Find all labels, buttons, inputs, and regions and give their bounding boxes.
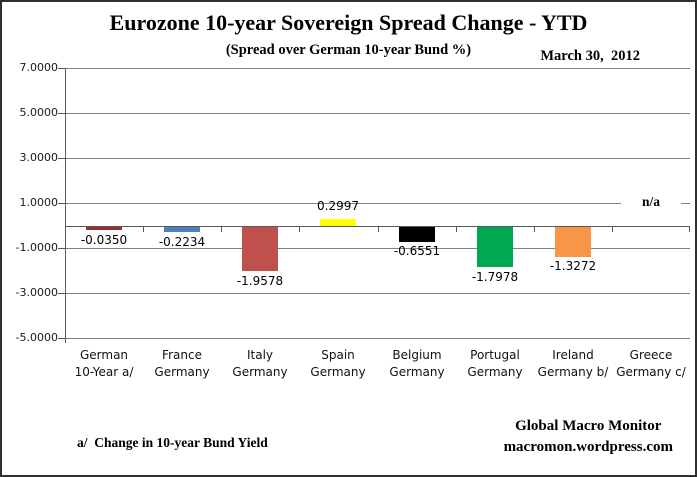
x-category-line2: Germany — [389, 365, 445, 379]
bar-value-label: 0.2997 — [317, 199, 359, 213]
category-tick — [689, 226, 690, 232]
x-category-line1: Ireland — [552, 348, 594, 362]
y-axis-tick — [58, 338, 65, 339]
gridline — [65, 68, 690, 69]
date-label: March 30, 2012 — [540, 48, 640, 64]
y-axis-label: -5.0000 — [15, 331, 58, 344]
x-category-line2: 10-Year a/ — [74, 365, 134, 379]
y-axis-tick — [58, 293, 65, 294]
x-category-label: Portugal Germany — [456, 347, 534, 381]
brand-url: macromon.wordpress.com — [503, 439, 673, 455]
branding-block: Global Macro Monitor macromon.wordpress.… — [504, 416, 673, 458]
category-tick — [612, 226, 613, 232]
brand-name: Global Macro Monitor — [515, 418, 662, 434]
x-category-label: Spain Germany — [299, 347, 377, 381]
bar-italy — [242, 227, 278, 271]
bar-value-label: -0.0350 — [80, 233, 128, 247]
category-tick — [534, 226, 535, 232]
x-category-line2: Germany — [310, 365, 366, 379]
gridline — [65, 113, 690, 114]
bar-portugal — [477, 227, 513, 267]
bar-spain — [320, 219, 356, 226]
x-category-line2: Germany — [154, 365, 210, 379]
gridline — [65, 248, 690, 249]
y-axis-label: -3.0000 — [15, 286, 58, 299]
x-category-label: German 10-Year a/ — [65, 347, 143, 381]
y-axis-tick — [58, 248, 65, 249]
y-axis-label: 1.0000 — [19, 196, 59, 209]
y-axis-line — [65, 68, 66, 343]
gridline — [65, 338, 690, 339]
bar-value-label: -1.9578 — [236, 274, 284, 288]
bar-value-label: -0.6551 — [393, 244, 441, 258]
footnotes-block: a/ Change in 10-year Bund Yield b/ Irela… — [77, 400, 268, 475]
x-category-label: Italy Germany — [221, 347, 299, 381]
x-category-line2: Germany — [467, 365, 523, 379]
x-category-line1: Portugal — [470, 348, 520, 362]
y-axis-tick — [58, 203, 65, 204]
y-axis-tick — [58, 113, 65, 114]
gridline — [65, 203, 690, 204]
y-axis-label: 3.0000 — [19, 151, 59, 164]
x-category-line1: German — [79, 348, 129, 362]
bar-belgium — [399, 227, 435, 242]
x-category-line2: Germany c/ — [616, 365, 686, 379]
category-tick — [221, 226, 222, 232]
x-category-label: Belgium Germany — [378, 347, 456, 381]
bar-value-label: -1.7978 — [471, 270, 519, 284]
gridline — [65, 158, 690, 159]
footnote-a: a/ Change in 10-year Bund Yield — [77, 435, 268, 450]
x-category-label: Greece Germany c/ — [612, 347, 690, 381]
x-category-line1: Italy — [246, 348, 274, 362]
category-tick — [299, 226, 300, 232]
plot-area: 7.0000 5.0000 3.0000 1.0000 -1.0000 -3.0000 -5… — [16, 61, 690, 379]
x-category-label: Ireland Germany b/ — [534, 347, 612, 381]
bar-german — [86, 227, 122, 230]
bar-value-label: -0.2234 — [158, 235, 206, 249]
x-category-line1: France — [162, 348, 202, 362]
x-category-line2: Germany — [232, 365, 288, 379]
bar-value-label: -1.3272 — [549, 259, 597, 273]
chart-subtitle: (Spread over German 10-year Bund %) — [225, 42, 472, 58]
x-category-line2: Germany b/ — [537, 365, 609, 379]
y-axis-tick — [58, 158, 65, 159]
chart-title: Eurozone 10-year Sovereign Spread Change… — [109, 10, 588, 35]
x-category-line1: Belgium — [392, 348, 442, 362]
x-category-line1: Greece — [629, 348, 673, 362]
x-category-label: France Germany — [143, 347, 221, 381]
na-label: n/a — [621, 194, 681, 210]
y-axis-label: -1.0000 — [15, 241, 58, 254]
bar-france — [164, 227, 200, 232]
zero-axis-line — [65, 226, 690, 227]
y-axis-label: 5.0000 — [19, 106, 59, 119]
gridline — [65, 293, 690, 294]
bar-ireland — [555, 227, 591, 257]
category-tick — [378, 226, 379, 232]
category-tick — [143, 226, 144, 232]
y-axis-label: 7.0000 — [19, 61, 59, 74]
category-tick — [456, 226, 457, 232]
x-category-line1: Spain — [321, 348, 355, 362]
y-axis-tick — [58, 68, 65, 69]
